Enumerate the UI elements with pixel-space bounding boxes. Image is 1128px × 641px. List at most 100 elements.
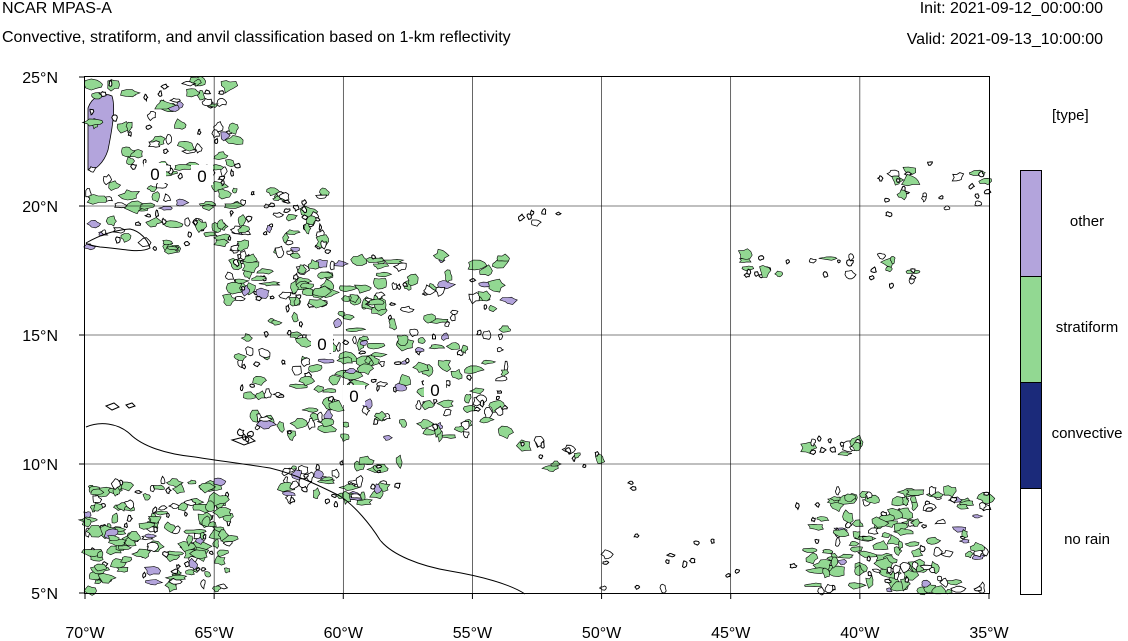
rain-cell xyxy=(289,418,308,429)
rain-cell xyxy=(884,197,891,203)
rain-cell xyxy=(972,514,984,519)
lon-tick-label: 70°W xyxy=(65,625,105,641)
rain-cell xyxy=(239,383,244,392)
rain-cell xyxy=(819,446,827,454)
rain-cell xyxy=(90,488,105,496)
rain-cell xyxy=(886,534,902,545)
rain-cell xyxy=(746,268,752,275)
rain-cell xyxy=(382,258,405,265)
rain-cell xyxy=(151,191,160,203)
rain-cell xyxy=(910,273,917,280)
rain-cell xyxy=(153,526,158,534)
rain-cell xyxy=(496,253,510,262)
rain-cell xyxy=(184,511,188,517)
rain-cell xyxy=(160,83,170,90)
rain-cell xyxy=(299,321,304,328)
rain-cell xyxy=(837,451,853,457)
rain-cell xyxy=(375,271,393,278)
rain-cell xyxy=(258,416,274,422)
rain-cell xyxy=(880,511,888,517)
rain-cell xyxy=(203,89,212,95)
rain-cell xyxy=(847,582,867,590)
rain-cell xyxy=(145,579,164,586)
lon-tick-label: 50°W xyxy=(582,625,622,641)
rain-cell xyxy=(324,498,331,505)
rain-cell xyxy=(117,544,132,550)
rain-cell xyxy=(896,178,901,183)
rain-cell xyxy=(530,209,535,216)
rain-cell xyxy=(307,259,320,270)
rain-cell xyxy=(810,516,816,523)
rain-cell xyxy=(272,212,285,218)
rain-cell xyxy=(350,493,362,499)
coastline-islet-b xyxy=(125,402,136,409)
rain-cell xyxy=(809,449,817,456)
lat-tick-label: 5°N xyxy=(31,586,58,603)
rain-cell xyxy=(925,536,942,545)
rain-cell xyxy=(203,231,218,238)
rain-cell xyxy=(852,531,861,540)
rain-cell xyxy=(186,88,201,98)
legend-swatch-stratiform xyxy=(1020,276,1042,383)
rain-cell xyxy=(217,188,232,200)
rain-cell xyxy=(305,215,317,226)
rain-cell xyxy=(359,335,370,341)
rain-cell xyxy=(449,313,456,322)
rain-cell xyxy=(414,346,425,353)
rain-cell xyxy=(301,407,319,413)
legend-label: no rain xyxy=(1064,531,1110,548)
rain-cell xyxy=(276,420,285,433)
rain-cell xyxy=(469,387,485,395)
rain-cell xyxy=(943,485,957,498)
rain-cell xyxy=(350,253,368,266)
rain-cell xyxy=(143,93,149,103)
rain-cell xyxy=(237,224,251,234)
rain-cell xyxy=(805,552,819,565)
rain-cell xyxy=(161,217,167,226)
rain-cell xyxy=(176,198,190,207)
rain-cell xyxy=(442,408,452,417)
rain-cell xyxy=(406,273,419,287)
rain-cell xyxy=(495,375,508,382)
rain-cell xyxy=(81,118,104,127)
rain-cell xyxy=(111,512,119,524)
rain-cell xyxy=(444,269,453,283)
rain-cell xyxy=(331,493,337,499)
rain-cell xyxy=(428,344,446,350)
rain-cell xyxy=(200,579,206,590)
rain-cell xyxy=(236,253,242,261)
rain-cell xyxy=(263,331,269,338)
rain-cell xyxy=(289,480,300,490)
rain-cell xyxy=(432,248,450,262)
rain-cell xyxy=(152,484,165,491)
rain-cell xyxy=(157,205,173,211)
rain-cell xyxy=(217,175,226,181)
contour-label: 0 xyxy=(197,167,206,186)
rain-cell xyxy=(464,365,485,374)
rain-cell xyxy=(867,527,879,535)
rain-cell xyxy=(271,319,283,326)
rain-cell xyxy=(441,332,449,341)
rain-cell xyxy=(93,502,104,512)
rain-cell xyxy=(870,266,877,274)
rain-cell xyxy=(245,346,254,357)
legend-unit: [type] xyxy=(1052,107,1089,124)
contour-label-bg xyxy=(343,385,365,405)
rain-cell xyxy=(126,514,133,522)
rain-cell xyxy=(902,494,910,507)
rain-cell xyxy=(117,189,141,201)
rain-cell xyxy=(802,547,818,553)
rain-cell xyxy=(126,531,141,542)
rain-cell xyxy=(281,199,291,204)
rain-cell xyxy=(834,486,841,496)
rain-cell xyxy=(479,416,495,424)
rain-cell xyxy=(252,361,261,368)
init-time: Init: 2021-09-12_00:00:00 xyxy=(919,0,1103,17)
rain-cell xyxy=(165,486,172,495)
rain-cell xyxy=(165,133,172,146)
rain-cell xyxy=(911,548,924,558)
rain-cell xyxy=(971,554,987,560)
rain-cell xyxy=(195,219,208,233)
rain-cell xyxy=(496,347,505,353)
rain-cell xyxy=(388,318,398,331)
